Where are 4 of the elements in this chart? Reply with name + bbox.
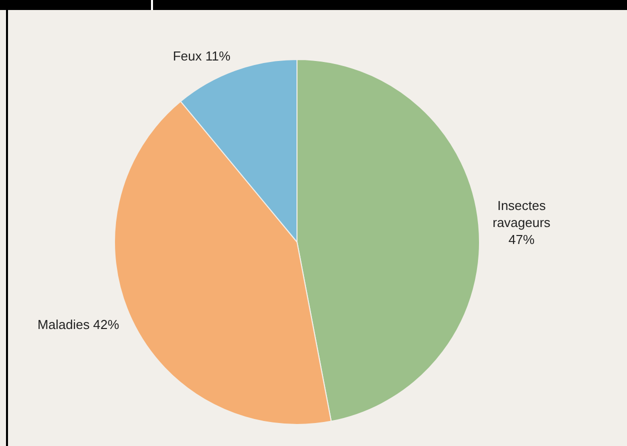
data-label: 47% <box>508 232 535 248</box>
slice-label: Feux 11% <box>172 48 231 64</box>
slice-label: Maladies 42% <box>38 317 120 332</box>
slice-label: Insectes ravageurs <box>492 198 551 230</box>
